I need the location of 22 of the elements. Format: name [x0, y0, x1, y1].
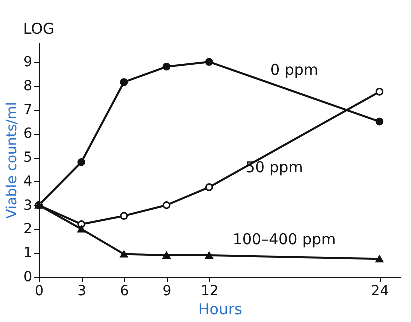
x-tick-label: 0	[35, 284, 44, 300]
y-tick-label: 2	[24, 222, 32, 238]
y-tick-label: 8	[24, 78, 32, 94]
y-tick-label: 4	[24, 174, 33, 190]
x-tick-label: 3	[78, 284, 87, 300]
series-label: 100–400 ppm	[232, 230, 336, 248]
y-tick-label: 6	[24, 126, 33, 142]
x-tick-label: 12	[200, 284, 219, 300]
y-tick-label: 3	[24, 198, 32, 214]
x-axis-title: Hours	[198, 300, 243, 318]
x-tick-label: 6	[120, 284, 130, 300]
text: LOG	[23, 20, 55, 38]
series-label: 0 ppm	[270, 60, 319, 79]
y-tick-label: 0	[24, 270, 32, 286]
y-tick-label: 5	[24, 150, 32, 166]
x-tick-label: 9	[162, 284, 172, 300]
x-tick-label: 24	[371, 284, 390, 300]
y-tick-label: 7	[24, 102, 32, 118]
y-tick-label: 9	[24, 54, 32, 71]
y-tick-label: 1	[24, 246, 32, 262]
y-axis-title: Viable counts/ml	[4, 102, 21, 219]
series-label: 50 ppm	[246, 158, 304, 177]
